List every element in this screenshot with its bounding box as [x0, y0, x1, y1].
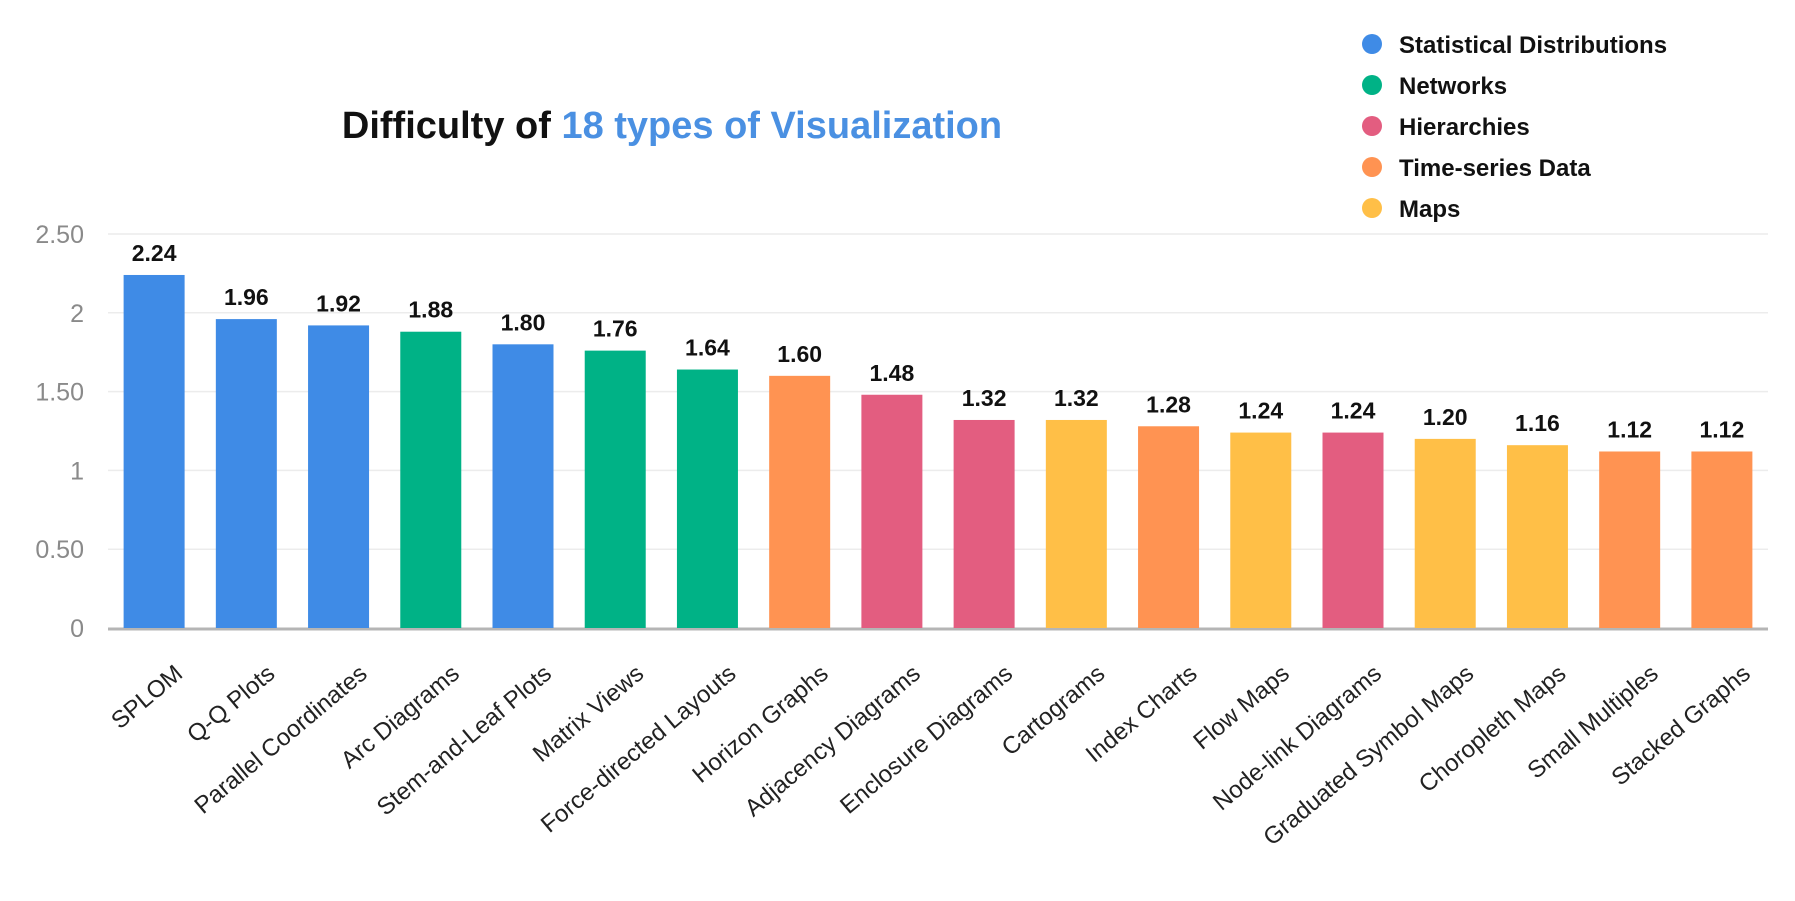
chart-title-highlight: 18 types of Visualization [561, 105, 1002, 147]
bar-arc-diagrams[interactable] [400, 331, 462, 628]
data-label: 1.96 [224, 284, 269, 310]
bar-small-multiples[interactable] [1599, 451, 1661, 628]
x-tick-label: Enclosure Diagrams [835, 660, 1018, 820]
data-label: 1.20 [1423, 404, 1468, 430]
y-tick-label: 1.50 [35, 379, 84, 407]
legend-marker [1362, 116, 1382, 136]
data-label: 1.24 [1238, 398, 1283, 424]
data-label: 1.24 [1331, 398, 1376, 424]
data-label: 1.16 [1515, 410, 1560, 436]
data-label: 2.24 [132, 240, 177, 266]
data-label: 1.12 [1700, 416, 1745, 442]
x-tick-label: Parallel Coordinates [189, 660, 372, 820]
legend-marker [1362, 157, 1382, 177]
legend-marker [1362, 198, 1382, 218]
y-tick-label: 2.50 [35, 221, 84, 249]
bar-parallel-coordinates[interactable] [308, 325, 370, 628]
bar-node-link-diagrams[interactable] [1322, 432, 1384, 628]
gridlines [108, 233, 1768, 631]
bar-choropleth-maps[interactable] [1506, 445, 1568, 628]
x-tick-label: Stem-and-Leaf Plots [372, 660, 557, 821]
legend-label: Hierarchies [1399, 114, 1530, 141]
data-label: 1.88 [408, 297, 453, 323]
legend-marker [1362, 34, 1382, 54]
bar-index-charts[interactable] [1138, 426, 1200, 628]
bar-enclosure-diagrams[interactable] [953, 419, 1015, 628]
data-label: 1.80 [501, 309, 546, 335]
bar-splom[interactable] [123, 274, 185, 628]
y-tick-label: 1 [70, 457, 84, 485]
data-label: 1.60 [777, 341, 822, 367]
data-label: 1.32 [962, 385, 1007, 411]
data-label: 1.92 [316, 290, 361, 316]
y-tick-label: 0.50 [35, 536, 84, 564]
bar-flow-maps[interactable] [1230, 432, 1292, 628]
bar-graduated-symbol-maps[interactable] [1414, 438, 1476, 628]
legend-label: Networks [1399, 73, 1507, 100]
legend-marker [1362, 75, 1382, 95]
bars [123, 274, 1753, 628]
bar-force-directed-layouts[interactable] [676, 369, 738, 628]
bar-stacked-graphs[interactable] [1691, 451, 1753, 628]
legend-label: Time-series Data [1399, 155, 1591, 182]
x-tick-label: SPLOM [106, 660, 188, 735]
data-label: 1.32 [1054, 385, 1099, 411]
y-tick-label: 2 [70, 300, 84, 328]
bar-q-q-plots[interactable] [215, 319, 277, 628]
legend-label: Maps [1399, 196, 1460, 223]
x-tick-label: Node-link Diagrams [1208, 660, 1387, 816]
chart-title: Difficulty of 18 types of Visualization [342, 105, 1002, 147]
bar-adjacency-diagrams[interactable] [861, 394, 923, 628]
chart-title-prefix: Difficulty of [342, 105, 562, 147]
data-label: 1.48 [870, 360, 915, 386]
data-label: 1.28 [1146, 391, 1191, 417]
y-tick-label: 0 [70, 615, 84, 643]
data-labels: 2.24 1.96 1.92 1.88 1.80 1.76 1.64 1.60 1.48 1.32… [132, 240, 1745, 443]
data-label: 1.12 [1607, 416, 1652, 442]
data-label: 1.76 [593, 316, 638, 342]
legend: Statistical Distributions Networks Hierarc… [1362, 32, 1667, 223]
y-axis: 0 0.50 1 1.50 2 2.50 [35, 221, 84, 643]
x-tick-label: Adjacency Diagrams [740, 660, 926, 822]
bar-matrix-views[interactable] [584, 350, 646, 628]
bar-stem-and-leaf-plots[interactable] [492, 344, 554, 628]
bar-cartograms[interactable] [1045, 419, 1107, 628]
bar-horizon-graphs[interactable] [769, 375, 831, 628]
data-label: 1.64 [685, 335, 730, 361]
legend-label: Statistical Distributions [1399, 32, 1667, 59]
